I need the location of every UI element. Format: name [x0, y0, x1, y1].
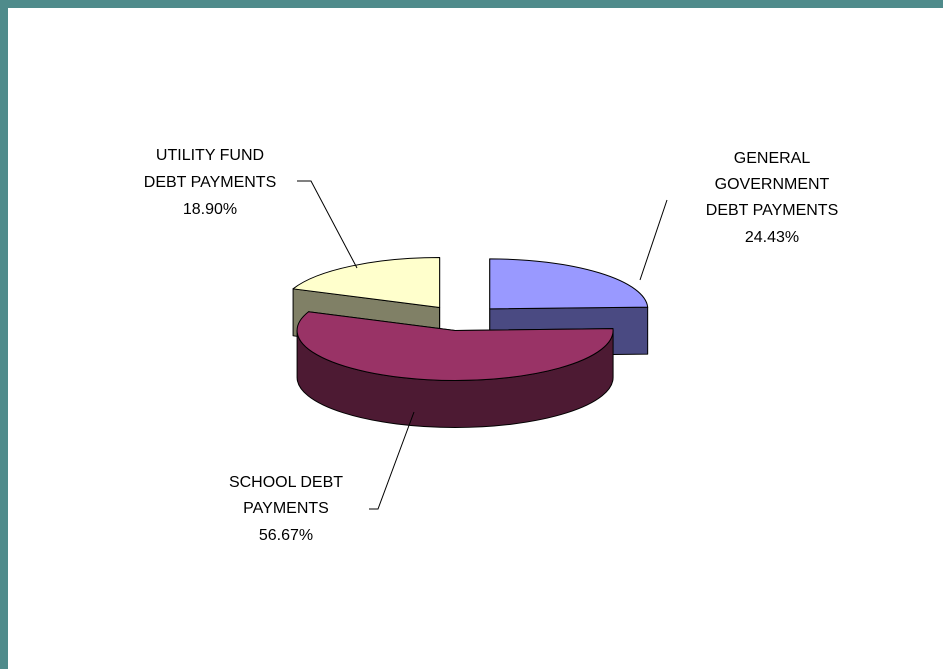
slice-label-school: SCHOOL DEBT PAYMENTS 56.67% — [229, 474, 343, 544]
data-label: 18.90% — [183, 201, 237, 218]
frame-left-border — [0, 0, 8, 669]
slice-top — [292, 257, 441, 309]
pie-slice — [296, 311, 614, 428]
label-line: PAYMENTS — [243, 500, 329, 517]
slice-top — [296, 311, 614, 381]
pie-slices — [292, 257, 649, 428]
data-label: 24.43% — [745, 229, 799, 246]
leader-lines — [297, 180, 668, 510]
leader-line — [297, 180, 358, 269]
leader-line — [639, 199, 668, 281]
label-line: SCHOOL DEBT — [229, 474, 343, 491]
label-line: GENERAL — [734, 150, 811, 167]
frame-top-border — [0, 0, 943, 8]
data-label: 56.67% — [259, 527, 313, 544]
slice-top — [489, 258, 649, 310]
label-line: DEBT PAYMENTS — [144, 174, 276, 191]
leader-line — [369, 411, 415, 510]
label-line: DEBT PAYMENTS — [706, 202, 838, 219]
slice-label-general-government: GENERAL GOVERNMENT DEBT PAYMENTS 24.43% — [706, 150, 838, 246]
label-line: GOVERNMENT — [715, 176, 830, 193]
label-line: UTILITY FUND — [156, 147, 264, 164]
slice-label-utility-fund: UTILITY FUND DEBT PAYMENTS 18.90% — [144, 147, 276, 218]
